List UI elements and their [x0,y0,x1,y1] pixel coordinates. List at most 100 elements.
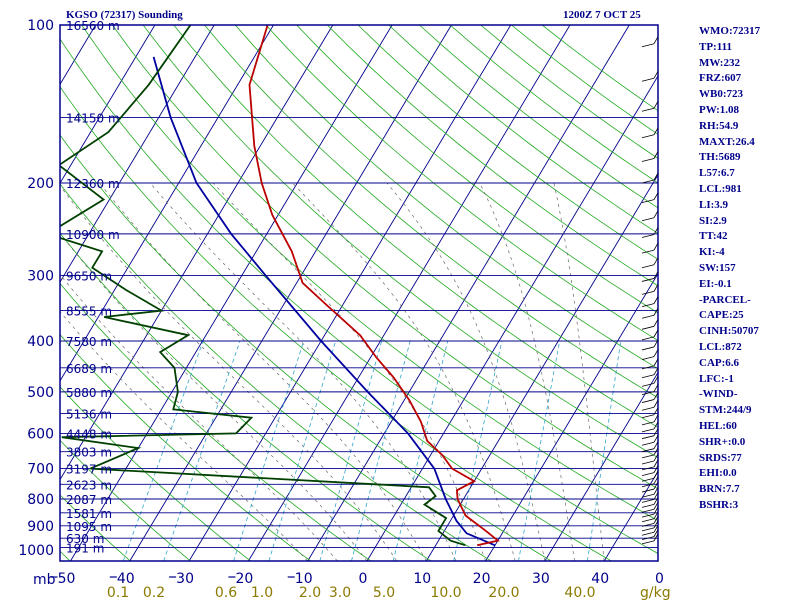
wind-barb [641,414,655,419]
mixing-ratio-label: 2.0 [299,585,321,600]
index-item: WB0:723 [699,88,743,101]
dry-adiabat-line [60,334,311,561]
wind-barb-flag [653,192,659,200]
mixing-ratio-line [587,340,622,561]
height-label: 16560 m [66,19,120,33]
wind-barb [641,441,655,446]
wind-barb [641,531,655,536]
wind-barb [641,179,655,184]
pressure-tick-label: 600 [27,426,54,442]
pressure-tick-label: 900 [27,519,54,535]
mixing-ratio-line [319,340,383,561]
parcel-path-line [152,56,496,547]
wind-barb [641,399,655,403]
wind-barb-flag [653,172,659,181]
dry-adiabat-line [265,25,658,341]
wind-barb [641,504,655,508]
axis-labels: 16560 m 14150 m 12360 m 10900 m 9650 m 8555 m… [18,18,670,600]
sounding-profiles [60,25,500,547]
dry-adiabat-line [296,25,658,314]
height-label: 2623 m [66,478,112,492]
wind-barb-flag [653,71,659,79]
index-item: TH:5689 [699,151,741,164]
mixing-ratio-label: 10.0 [430,585,461,600]
wind-barb-flag [653,36,659,44]
wind-barb-flag [653,284,659,292]
index-item: EI:-0.1 [699,277,732,290]
wind-barb-flag [653,101,659,109]
height-label: 12360 m [66,177,120,191]
dewpoint-line [60,25,466,547]
wind-barb [641,158,655,162]
wind-barb [641,488,655,493]
wind-barb-flag [653,296,659,304]
dry-adiabat-line [173,25,658,428]
height-label: 10900 m [66,228,120,242]
wind-barb-flag [653,127,659,135]
stability-indices-panel: WMO:72317 TP:111 MW:232 FRZ:607 WB0:723 PW:1.… [699,24,760,514]
mixing-ratio-label: 5.0 [373,585,395,600]
dry-adiabat-line [60,232,432,561]
dry-adiabat-line [204,25,658,399]
height-label: 3197 m [66,463,112,477]
height-label: 191 m [66,542,104,556]
isotherm-line [129,25,452,561]
index-item: SI:2.9 [699,214,727,227]
wind-barb-flag [653,271,659,279]
wind-barb-flag [653,506,659,515]
pressure-unit-label: mb [33,572,56,588]
wind-barb [641,107,655,112]
temperature-tick-label: 10 [295,571,313,587]
isotherm-line [60,25,274,382]
height-label: 6689 m [66,362,112,376]
wind-barb [641,199,655,204]
wind-barb [641,477,655,482]
wind-barb-flag [653,242,659,251]
dry-adiabat-line [357,25,658,260]
wind-barb [641,374,655,379]
mixing-ratio-line [453,340,503,561]
wind-barb-flag [653,392,659,400]
index-item: LCL:872 [699,340,742,353]
wind-barb-flag [653,414,659,423]
wind-barb-flag [653,497,659,505]
pressure-tick-label: 500 [27,385,54,401]
wind-barb [641,365,655,370]
wind-barb [641,264,655,269]
wind-barb [641,460,655,465]
height-label: 630 m [66,532,104,546]
wind-barb-flag [653,441,659,449]
wind-barb-flag [653,481,659,490]
index-item: LCL:981 [699,182,742,195]
wind-barb-flag [653,257,659,265]
moist-adiabat-line [292,182,516,561]
moist-adiabat-line [479,182,575,561]
height-label: 2087 m [66,493,112,507]
wind-barb [641,421,655,426]
height-label: 7580 m [66,335,112,349]
height-label: 3803 m [66,446,112,460]
mixing-ratio-label: 0.2 [143,585,165,600]
wind-barb [641,483,655,488]
wind-barb-flag [653,151,659,159]
index-item: L57:6.7 [699,167,735,180]
index-item: CAPE:25 [699,309,744,322]
wind-barb-flag [653,447,659,456]
wind-barb [641,391,655,395]
height-label: 5136 m [66,408,112,422]
wind-barb [641,336,655,341]
wind-barb [641,540,655,545]
isotherm-line [425,173,658,561]
wind-barb [641,134,655,139]
mixing-ratio-label: 3.0 [329,585,351,600]
index-item: PW:1.08 [699,103,740,116]
pressure-tick-label: 200 [27,176,54,192]
pressure-tick-label: 100 [27,18,54,34]
index-item: FRZ:607 [699,72,742,85]
mixing-ratio-label: 0.6 [215,585,237,600]
wind-barb-flag [653,520,659,529]
index-item: -WIND- [699,388,738,401]
isotherm-line [70,25,393,561]
temperature-tick-label: 20 [473,571,491,587]
wind-barb [641,454,655,459]
